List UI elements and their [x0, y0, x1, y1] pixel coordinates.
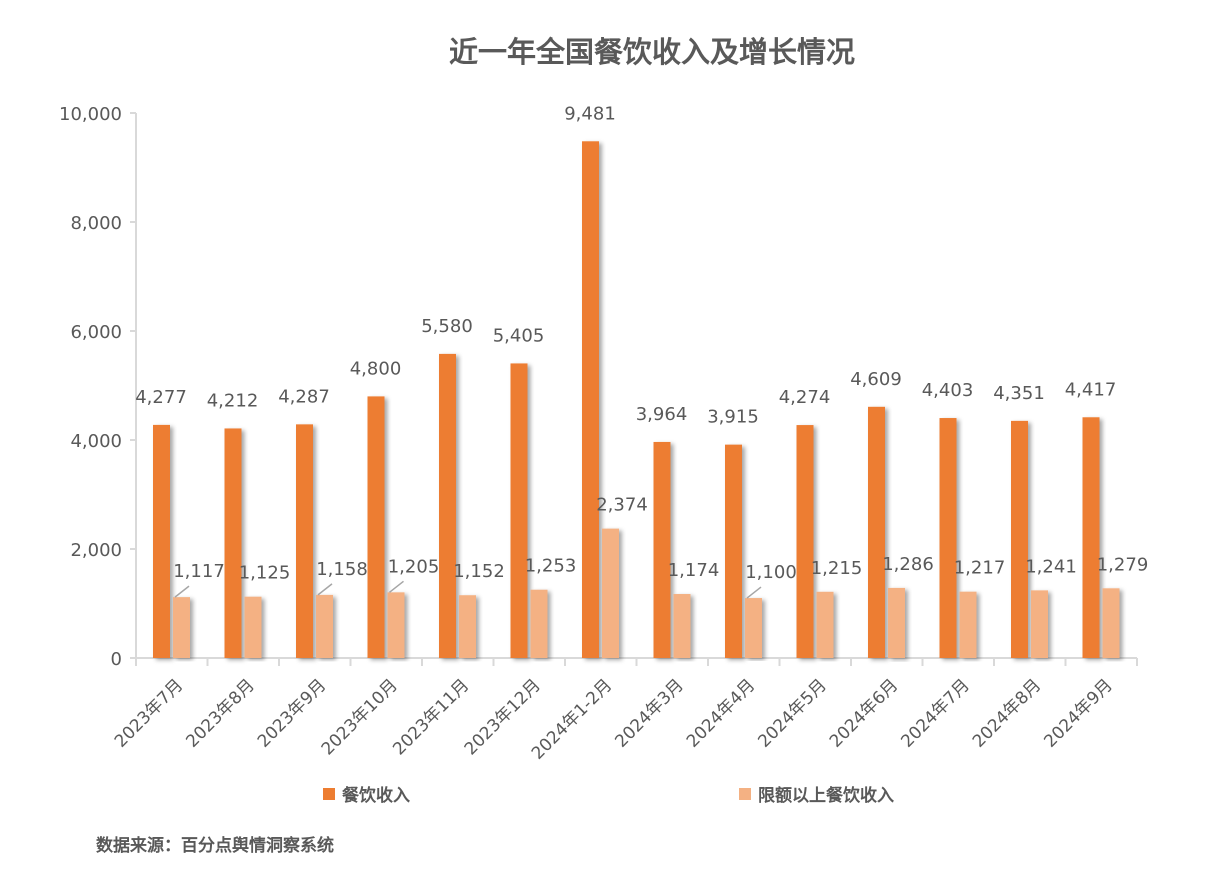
bar-series-1	[582, 141, 599, 658]
y-tick-label: 0	[111, 649, 122, 670]
data-label-series-1: 4,274	[779, 387, 831, 408]
data-label-series-1: 4,351	[993, 383, 1045, 404]
legend-label-series-1: 餐饮收入	[342, 785, 410, 806]
data-label-series-2: 1,174	[668, 560, 720, 581]
data-label-series-1: 4,287	[278, 386, 330, 407]
bar-series-1	[1082, 417, 1100, 658]
bar-series-2	[387, 592, 405, 658]
data-label-series-2: 1,205	[388, 556, 440, 577]
bar-series-2	[1102, 588, 1120, 658]
data-label-series-2: 1,152	[453, 561, 505, 582]
bar-series-2	[316, 594, 333, 658]
data-label-series-1: 4,800	[350, 358, 402, 379]
source-note: 数据来源：百分点舆情洞察系统	[96, 835, 334, 856]
bar-series-2	[888, 587, 905, 658]
data-label-series-2: 1,217	[954, 558, 1006, 579]
bar-series-1	[939, 418, 957, 658]
data-label-series-2: 1,241	[1025, 556, 1077, 577]
data-label-series-2: 1,125	[239, 563, 291, 584]
data-label-series-2: 1,253	[525, 556, 577, 577]
x-tick-label: 2023年10月	[318, 675, 402, 759]
data-label-series-2: 1,286	[882, 554, 934, 575]
bar-series-1	[725, 444, 742, 658]
data-label-series-2: 2,374	[596, 495, 648, 516]
x-tick-label: 2023年11月	[389, 675, 473, 759]
data-label-series-1: 4,403	[922, 380, 974, 401]
legend: 餐饮收入 限额以上餐饮收入	[323, 785, 894, 806]
bar-series-2	[459, 595, 476, 658]
bar-series-2	[173, 597, 190, 658]
bar-series-1	[868, 406, 885, 658]
data-label-series-2: 1,158	[316, 559, 368, 580]
data-label-series-1: 9,481	[564, 103, 616, 124]
legend-swatch-series-2	[739, 788, 751, 800]
data-label-series-1: 5,405	[493, 325, 545, 346]
data-label-series-2: 1,215	[811, 558, 863, 579]
data-label-series-2: 1,117	[173, 561, 225, 582]
data-label-series-2: 1,279	[1097, 554, 1149, 575]
y-tick-label: 8,000	[70, 213, 122, 234]
x-tick-label: 2024年7月	[897, 675, 973, 751]
x-tick-label: 2024年3月	[611, 675, 687, 751]
bar-series-2	[745, 598, 762, 658]
data-label-leader-line	[389, 580, 404, 593]
data-label-leader-line	[174, 585, 190, 598]
bar-series-2	[1031, 590, 1048, 658]
y-tick-label: 2,000	[70, 540, 122, 561]
data-label-leader-line	[317, 583, 333, 596]
data-label-series-1: 4,609	[850, 369, 902, 390]
bar-series-2	[530, 589, 548, 658]
bar-series-1	[510, 363, 528, 658]
bar-series-2	[816, 591, 834, 658]
data-label-series-1: 3,964	[636, 404, 688, 425]
x-tick-label: 2024年8月	[969, 675, 1045, 751]
y-tick-label: 10,000	[59, 104, 122, 125]
legend-swatch-series-1	[323, 788, 335, 800]
data-label-series-1: 4,277	[135, 387, 187, 408]
data-label-series-1: 5,580	[421, 316, 473, 337]
bar-series-2	[602, 528, 619, 658]
y-tick-label: 4,000	[70, 431, 122, 452]
x-tick-label: 2023年8月	[182, 675, 258, 751]
bar-series-1	[296, 424, 313, 658]
bar-series-2	[673, 594, 691, 658]
x-tick-label: 2023年7月	[111, 675, 187, 751]
bar-series-2	[959, 591, 977, 658]
bar-series-1	[367, 396, 385, 658]
y-tick-label: 6,000	[70, 322, 122, 343]
bar-series-2	[244, 596, 262, 658]
bar-series-1	[653, 441, 671, 658]
x-tick-label: 2023年9月	[254, 675, 330, 751]
chart-title: 近一年全国餐饮收入及增长情况	[449, 35, 855, 69]
bar-series-1	[224, 428, 242, 658]
data-label-series-1: 3,915	[707, 407, 759, 428]
bar-series-1	[153, 424, 170, 658]
data-label-leader-line	[746, 586, 762, 599]
data-label-series-1: 4,417	[1065, 379, 1117, 400]
bar-series-1	[439, 353, 456, 658]
x-tick-label: 2024年4月	[683, 675, 759, 751]
x-tick-label: 2024年9月	[1040, 675, 1116, 751]
legend-label-series-2: 限额以上餐饮收入	[758, 785, 894, 806]
bar-series-1	[796, 425, 814, 658]
x-tick-label: 2024年6月	[826, 675, 902, 751]
data-label-series-1: 4,212	[207, 390, 259, 411]
x-tick-label: 2024年5月	[754, 675, 830, 751]
data-label-series-2: 1,100	[745, 562, 797, 583]
bar-series-1	[1011, 420, 1028, 658]
